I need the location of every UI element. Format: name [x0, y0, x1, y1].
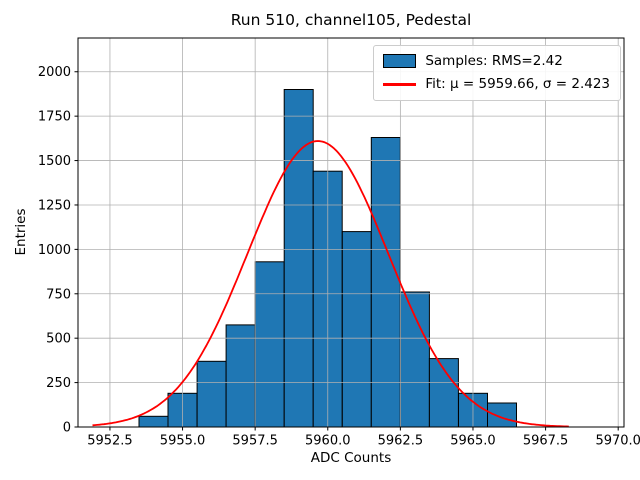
y-tick-label: 1500	[38, 154, 71, 169]
fit-line-swatch-icon	[383, 77, 417, 91]
fit-curve	[92, 140, 569, 428]
y-tick-label: 500	[46, 332, 71, 347]
x-tick-label: 5955.0	[160, 434, 206, 449]
y-tick-label: 1750	[38, 110, 71, 125]
x-axis-label: ADC Counts	[310, 450, 392, 466]
histogram-swatch-icon	[383, 54, 417, 68]
histogram-bar	[138, 415, 169, 428]
histogram-bar	[225, 324, 256, 428]
y-tick-label: 250	[46, 376, 71, 391]
histogram-bar	[283, 89, 314, 428]
chart-title: Run 510, channel105, Pedestal	[230, 11, 472, 29]
histogram-bar	[196, 360, 227, 428]
legend-label-fit: Fit: μ = 5959.66, σ = 2.423	[425, 76, 610, 92]
x-tick-label: 5967.5	[523, 434, 569, 449]
y-tick-label: 1000	[38, 243, 71, 258]
y-tick-label: 750	[46, 287, 71, 302]
y-tick-label: 2000	[38, 65, 71, 80]
x-tick-label: 5965.0	[450, 434, 496, 449]
histogram-bar	[254, 261, 285, 428]
x-tick-label: 5970.0	[595, 434, 640, 449]
legend-label-samples: Samples: RMS=2.42	[425, 53, 563, 69]
legend-entry-fit: Fit: μ = 5959.66, σ = 2.423	[383, 76, 610, 92]
histogram-bar	[487, 402, 517, 428]
histogram-bar	[399, 291, 430, 428]
y-axis-label: Entries	[13, 208, 29, 256]
x-tick-label: 5960.0	[305, 434, 351, 449]
axes-frame	[77, 37, 625, 428]
histogram-bar	[370, 137, 401, 428]
legend: Samples: RMS=2.42 Fit: μ = 5959.66, σ = …	[373, 45, 621, 101]
histogram-bar	[341, 231, 372, 428]
x-tick-label: 5952.5	[87, 434, 133, 449]
legend-entry-samples: Samples: RMS=2.42	[383, 53, 610, 69]
y-tick-label: 0	[63, 421, 71, 436]
x-tick-label: 5957.5	[232, 434, 278, 449]
y-tick-label: 1250	[38, 198, 71, 213]
x-tick-label: 5962.5	[378, 434, 424, 449]
